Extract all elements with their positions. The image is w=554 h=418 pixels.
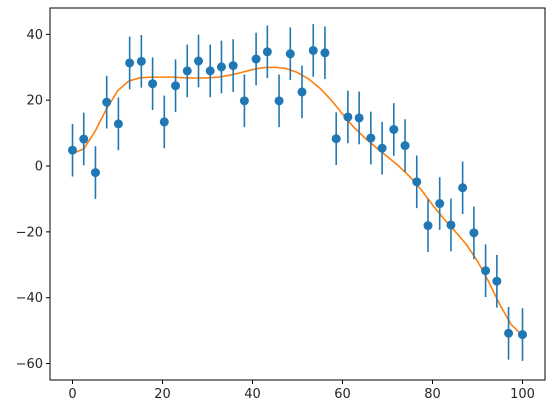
data-point (343, 112, 353, 122)
data-point (79, 134, 89, 144)
data-point (518, 330, 527, 340)
y-tick-label: 0 (35, 160, 43, 175)
y-tick-label: 20 (26, 94, 43, 109)
data-point (492, 276, 502, 286)
plot-frame (49, 7, 546, 381)
y-tick-label: −60 (16, 357, 43, 372)
data-point (297, 87, 307, 97)
data-point (331, 134, 341, 144)
data-point (435, 199, 445, 209)
data-point (228, 61, 238, 71)
data-point (354, 113, 364, 123)
data-point (285, 49, 295, 59)
data-point (182, 66, 192, 76)
x-tick-label: 100 (510, 387, 535, 402)
x-axis-ticks: 0 20 40 60 80 100 (68, 380, 535, 402)
data-point (171, 81, 181, 91)
data-point (400, 141, 410, 151)
data-point (251, 54, 261, 64)
data-point (446, 220, 456, 230)
data-point (308, 45, 318, 55)
x-tick-label: 80 (424, 387, 441, 402)
data-point (389, 124, 399, 134)
x-tick-label: 60 (334, 387, 351, 402)
data-point (274, 96, 284, 106)
data-point (216, 62, 226, 72)
data-point (136, 56, 146, 66)
data-point (504, 328, 514, 338)
x-tick-label: 0 (68, 387, 76, 402)
data-point (377, 143, 387, 153)
data-point (102, 97, 112, 107)
data-point (481, 266, 491, 276)
data-point (320, 48, 330, 58)
data-point (239, 96, 249, 106)
data-point (366, 133, 376, 143)
data-point (458, 183, 468, 193)
y-tick-label: 40 (26, 28, 43, 43)
data-point (159, 117, 169, 127)
y-tick-label: −20 (16, 225, 43, 240)
fit-curve (72, 66, 524, 337)
data-point (262, 47, 272, 57)
x-tick-label: 40 (244, 387, 261, 402)
fit-curve-layer (72, 66, 524, 337)
data-point (148, 79, 158, 89)
data-point (68, 145, 77, 155)
error-bars-layer (71, 24, 524, 361)
y-tick-label: −40 (16, 291, 43, 306)
data-point (113, 119, 123, 129)
data-point (412, 177, 422, 187)
data-point (125, 58, 135, 68)
data-point (469, 228, 479, 238)
data-point (423, 221, 433, 231)
data-point (194, 56, 203, 66)
data-point (90, 168, 100, 178)
x-tick-label: 20 (154, 387, 171, 402)
y-axis-ticks: 40 20 0 −20 −40 −60 (16, 28, 50, 372)
data-points-layer (68, 45, 527, 340)
data-point (205, 66, 215, 76)
